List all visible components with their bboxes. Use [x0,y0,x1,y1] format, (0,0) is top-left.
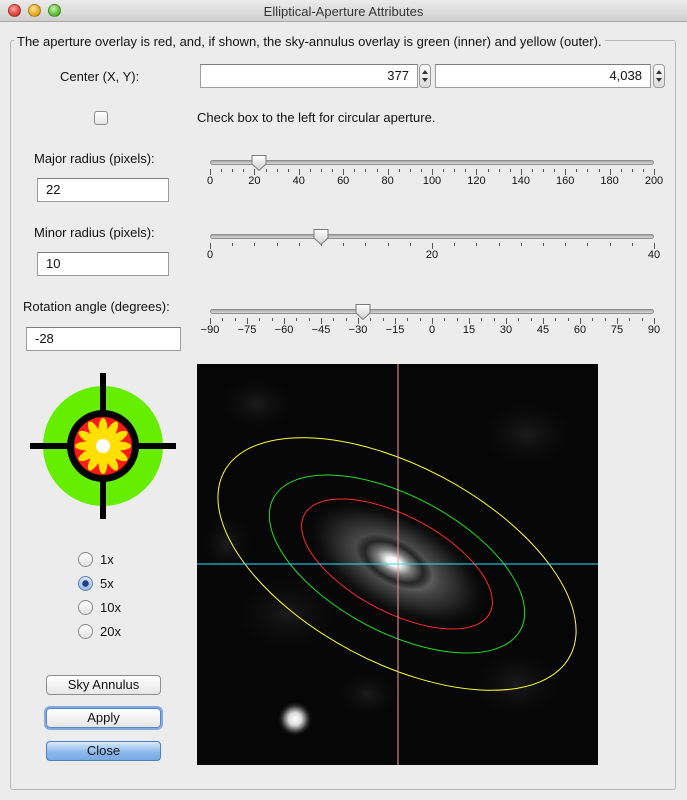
window-title: Elliptical-Aperture Attributes [263,4,424,19]
circular-aperture-checkbox[interactable] [94,111,108,125]
crosshair-target-icon [30,373,176,519]
rotation-angle-label: Rotation angle (degrees): [23,299,170,314]
zoom-1x-radio[interactable] [78,552,93,567]
close-window-icon[interactable] [8,4,21,17]
zoom-window-icon[interactable] [48,4,61,17]
rotation-angle-field[interactable]: -28 [26,327,181,351]
minor-radius-label: Minor radius (pixels): [34,225,155,240]
minimize-window-icon[interactable] [28,4,41,17]
rotation-angle-slider[interactable]: −90 −75 −60 −45 −30 −15 0 15 30 45 60 75 90 [200,303,661,344]
zoom-5x-radio[interactable] [78,576,93,591]
center-x-stepper[interactable] [419,64,431,88]
rotation-angle-slider-thumb[interactable] [354,303,372,321]
groupbox-title: The aperture overlay is red, and, if sho… [14,34,605,49]
minor-radius-slider-ticks [210,243,655,253]
major-radius-label: Major radius (pixels): [34,151,155,166]
major-radius-slider[interactable]: 0 20 40 60 80 100 120 140 160 180 200 [206,154,664,195]
center-label: Center (X, Y): [60,69,140,84]
close-button[interactable]: Close [46,741,161,761]
zoom-1x-label: 1x [100,552,114,567]
minor-radius-field[interactable]: 10 [37,252,169,276]
major-radius-slider-thumb[interactable] [250,154,268,172]
minor-radius-slider[interactable]: 0 20 40 [206,228,661,269]
center-y-field[interactable]: 4,038 [435,64,651,88]
minor-radius-slider-track[interactable] [210,234,654,239]
apply-button[interactable]: Apply [46,708,161,728]
zoom-20x-label: 20x [100,624,121,639]
zoom-5x-label: 5x [100,576,114,591]
zoom-10x-radio[interactable] [78,600,93,615]
rotation-angle-slider-ticks [210,318,655,328]
zoom-10x-label: 10x [100,600,121,615]
major-radius-slider-track[interactable] [210,160,654,165]
minor-radius-slider-thumb[interactable] [312,228,330,246]
minor-radius-slider-tick-labels: 0 20 40 [206,249,661,261]
major-radius-slider-ticks [210,169,655,179]
rotation-angle-slider-tick-labels: −90 −75 −60 −45 −30 −15 0 15 30 45 60 75 90 [200,324,661,336]
sky-annulus-button[interactable]: Sky Annulus [46,675,161,695]
major-radius-slider-tick-labels: 0 20 40 60 80 100 120 140 160 180 200 [206,175,664,187]
title-bar: Elliptical-Aperture Attributes [0,0,687,22]
major-radius-field[interactable]: 22 [37,178,169,202]
center-x-field[interactable]: 377 [200,64,418,88]
aperture-preview-image[interactable] [197,364,598,765]
circular-aperture-label: Check box to the left for circular apert… [197,110,436,125]
center-y-stepper[interactable] [653,64,665,88]
rotation-angle-slider-track[interactable] [210,309,654,314]
zoom-20x-radio[interactable] [78,624,93,639]
